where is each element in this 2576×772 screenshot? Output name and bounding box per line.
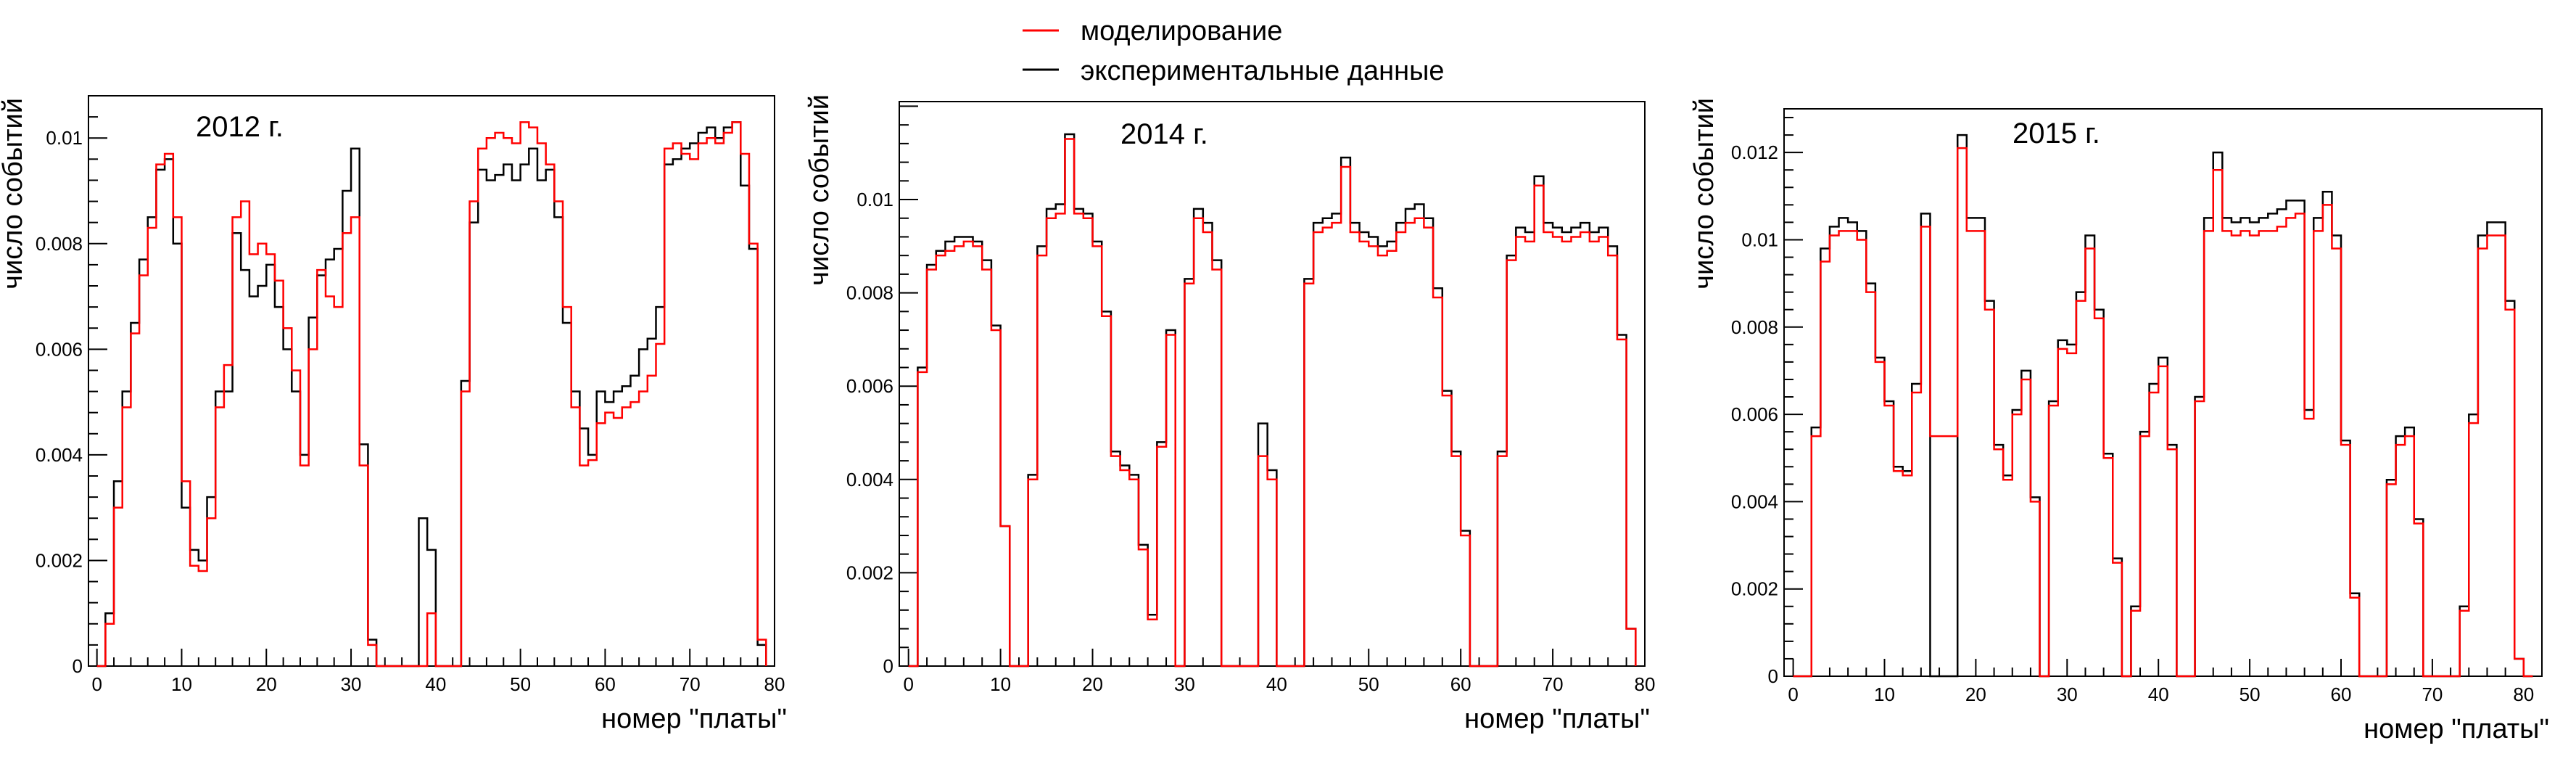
y-tick-label: 0 bbox=[883, 655, 893, 677]
x-tick-label: 70 bbox=[2422, 683, 2443, 705]
x-tick-label: 80 bbox=[2513, 683, 2534, 705]
legend-sim-label: моделирование bbox=[1081, 16, 1282, 46]
legend-exp-label: экспериментальные данные bbox=[1081, 56, 1445, 86]
y-tick-label: 0.004 bbox=[1731, 490, 1778, 512]
y-tick-label: 0.006 bbox=[1731, 403, 1778, 425]
x-tick-label: 40 bbox=[1266, 673, 1287, 695]
plot-area-2012: 0 10 20 30 40 50 60 70 80 0 0.002 0.004 0.006 0.008 0.… bbox=[36, 95, 785, 695]
x-tick-label: 10 bbox=[1874, 683, 1895, 705]
x-tick-label: 70 bbox=[680, 673, 701, 695]
plot-area-2014: 0 10 20 30 40 50 60 70 80 0 0.002 0.004 0.006 0.008 0.… bbox=[846, 101, 1656, 695]
x-tick-label: 60 bbox=[595, 673, 616, 695]
x-axis-title: номер "платы" bbox=[2364, 714, 2549, 744]
series-experimental-line bbox=[908, 133, 1637, 668]
y-tick-label: 0.002 bbox=[36, 549, 83, 571]
x-tick-label: 0 bbox=[1788, 683, 1798, 705]
legend: моделирование экспериментальные данные bbox=[1023, 16, 1445, 86]
x-tick-label: 30 bbox=[1174, 673, 1195, 695]
x-tick-label: 40 bbox=[2148, 683, 2169, 705]
panel-title: 2014 г. bbox=[1120, 118, 1208, 150]
y-axis-title: число событий bbox=[1689, 98, 1720, 290]
x-tick-label: 80 bbox=[764, 673, 785, 695]
panel-2014: 0 10 20 30 40 50 60 70 80 0 0.002 0.004 0.006 0.008 0.… bbox=[804, 94, 1655, 734]
x-tick-label: 60 bbox=[1450, 673, 1471, 695]
y-tick-label: 0.006 bbox=[846, 375, 893, 397]
y-tick-label: 0.002 bbox=[1731, 578, 1778, 600]
x-tick-label: 70 bbox=[1543, 673, 1564, 695]
y-tick-label: 0 bbox=[1768, 665, 1778, 687]
series-simulation-line bbox=[1793, 147, 2533, 678]
panel-2015: 0 10 20 30 40 50 60 70 80 0 0.002 0.004 0.006 0.008 0.… bbox=[1689, 98, 2549, 744]
x-tick-label: 50 bbox=[2239, 683, 2261, 705]
series-simulation-line bbox=[908, 138, 1637, 668]
y-axis-title: число событий bbox=[0, 98, 28, 290]
x-tick-label: 0 bbox=[903, 673, 913, 695]
x-tick-label: 40 bbox=[425, 673, 446, 695]
plot-frame bbox=[88, 95, 775, 667]
y-tick-label: 0.008 bbox=[846, 282, 893, 304]
x-tick-label: 0 bbox=[91, 673, 102, 695]
x-tick-label: 60 bbox=[2331, 683, 2352, 705]
x-tick-label: 80 bbox=[1635, 673, 1656, 695]
y-tick-label: 0.008 bbox=[1731, 316, 1778, 338]
x-tick-label: 20 bbox=[1082, 673, 1103, 695]
x-axis-title: номер "платы" bbox=[1464, 704, 1650, 734]
x-tick-label: 10 bbox=[990, 673, 1011, 695]
y-tick-label: 0.004 bbox=[36, 444, 83, 466]
x-axis-title: номер "платы" bbox=[601, 704, 787, 734]
panel-title: 2012 г. bbox=[196, 111, 284, 143]
y-tick-label: 0.01 bbox=[1741, 229, 1778, 250]
plot-area-2015: 0 10 20 30 40 50 60 70 80 0 0.002 0.004 0.006 0.008 0.… bbox=[1731, 108, 2543, 705]
x-tick-label: 50 bbox=[510, 673, 531, 695]
x-tick-label: 10 bbox=[171, 673, 192, 695]
y-tick-label: 0.008 bbox=[36, 233, 83, 255]
plot-frame bbox=[899, 101, 1646, 667]
y-tick-label: 0.004 bbox=[846, 469, 893, 490]
y-axis-title: число событий bbox=[804, 94, 835, 286]
panel-title: 2015 г. bbox=[2012, 118, 2100, 149]
plot-frame bbox=[1783, 108, 2543, 677]
y-tick-label: 0.01 bbox=[46, 127, 83, 149]
x-tick-label: 30 bbox=[2057, 683, 2078, 705]
series-simulation-line bbox=[96, 121, 767, 668]
series-experimental-line bbox=[96, 121, 767, 668]
panel-2012: 0 10 20 30 40 50 60 70 80 0 0.002 0.004 0.006 0.008 0.… bbox=[0, 95, 787, 734]
y-tick-label: 0 bbox=[73, 655, 83, 677]
series-experimental-line bbox=[1793, 134, 2533, 678]
y-tick-label: 0.002 bbox=[846, 562, 893, 583]
y-tick-label: 0.006 bbox=[36, 338, 83, 360]
x-tick-label: 30 bbox=[341, 673, 362, 695]
x-tick-label: 20 bbox=[1965, 683, 1986, 705]
y-tick-label: 0.01 bbox=[856, 189, 893, 210]
x-tick-label: 20 bbox=[256, 673, 277, 695]
y-tick-label: 0.012 bbox=[1731, 141, 1778, 163]
x-tick-label: 50 bbox=[1358, 673, 1379, 695]
